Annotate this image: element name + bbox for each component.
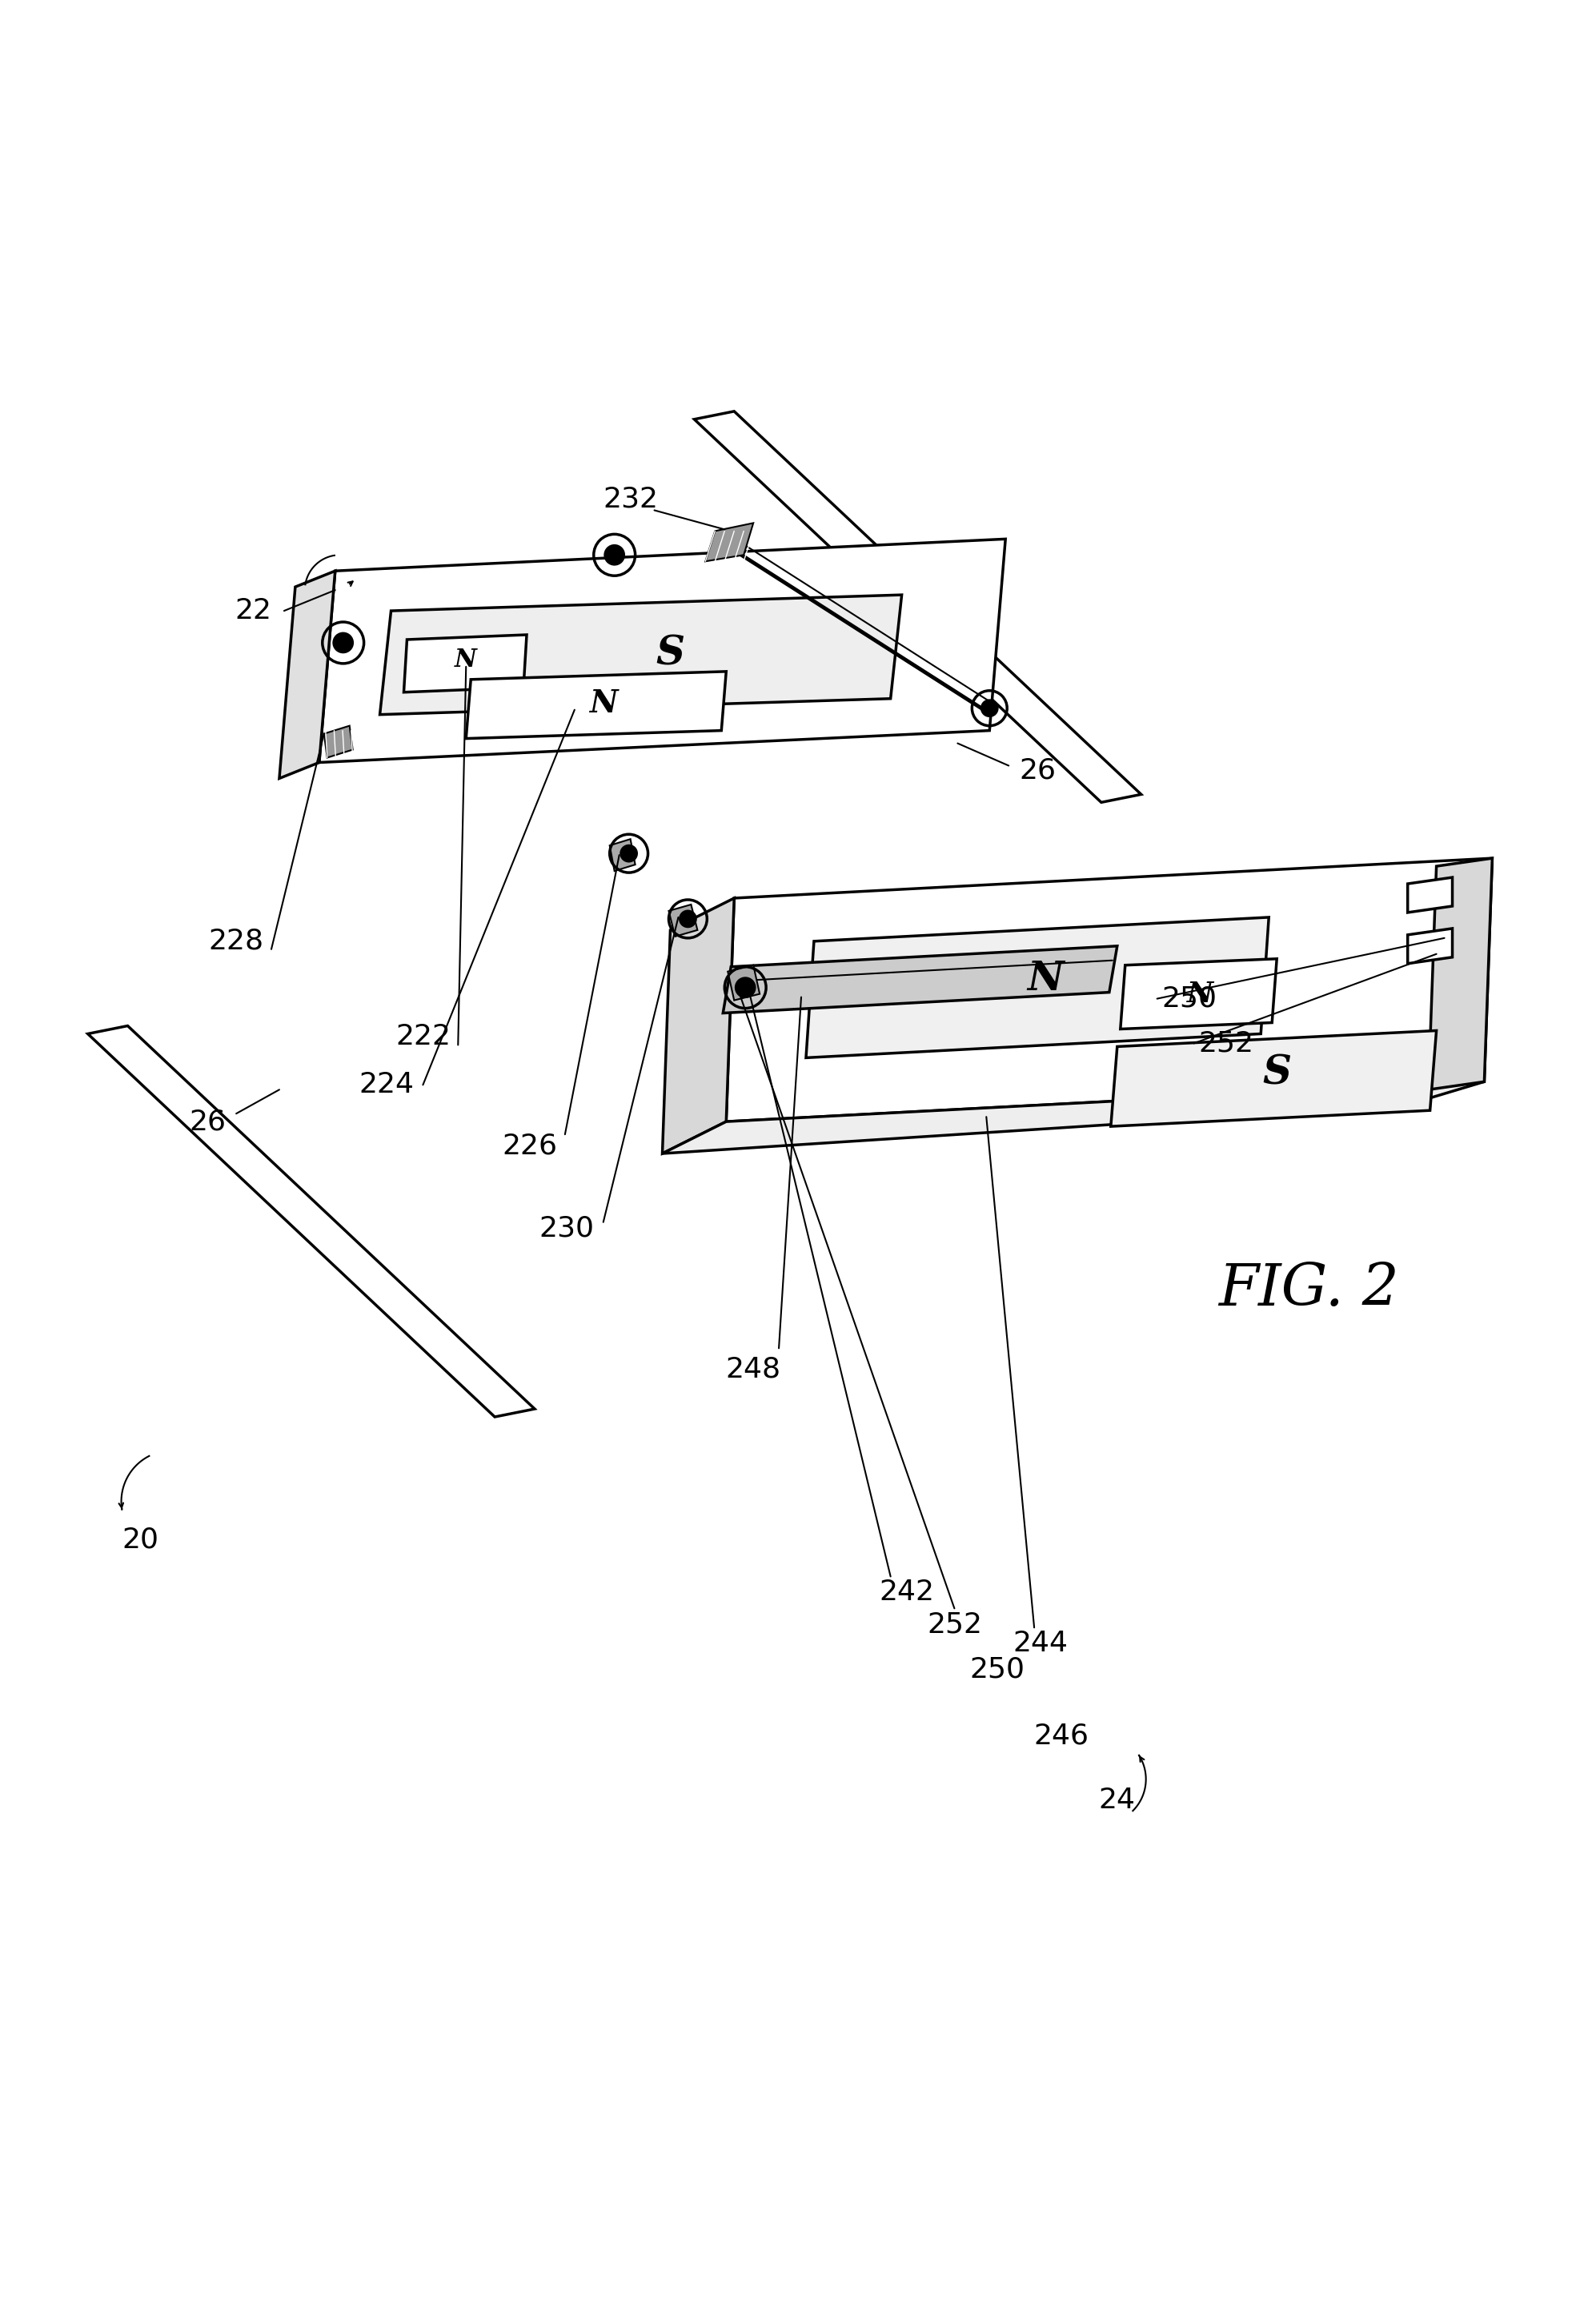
Circle shape — [621, 846, 637, 862]
Polygon shape — [88, 1027, 535, 1417]
Text: 242: 242 — [879, 1580, 934, 1605]
Text: N: N — [1028, 959, 1063, 999]
Text: S: S — [656, 634, 685, 674]
Polygon shape — [1428, 857, 1492, 1089]
Text: 244: 244 — [1013, 1631, 1068, 1656]
Text: FIG. 2: FIG. 2 — [1218, 1261, 1400, 1317]
Circle shape — [680, 911, 696, 927]
Text: 22: 22 — [235, 597, 271, 625]
Text: 232: 232 — [603, 486, 658, 513]
Text: 226: 226 — [503, 1131, 557, 1159]
Polygon shape — [404, 634, 527, 692]
Polygon shape — [380, 595, 902, 715]
Polygon shape — [279, 571, 335, 778]
Polygon shape — [705, 523, 753, 562]
Text: 230: 230 — [539, 1215, 594, 1243]
Text: 222: 222 — [396, 1024, 450, 1050]
Polygon shape — [662, 1083, 1484, 1155]
Text: 228: 228 — [209, 927, 263, 955]
Text: 24: 24 — [1098, 1786, 1136, 1814]
Text: 26: 26 — [188, 1108, 227, 1136]
Polygon shape — [319, 539, 1005, 762]
Text: N: N — [589, 688, 618, 718]
Text: 250: 250 — [1162, 985, 1216, 1013]
Polygon shape — [1111, 1031, 1436, 1127]
Text: S: S — [1262, 1055, 1291, 1094]
Polygon shape — [726, 857, 1492, 1122]
Circle shape — [982, 699, 997, 715]
Text: 252: 252 — [927, 1610, 982, 1638]
Polygon shape — [466, 671, 726, 739]
Polygon shape — [662, 899, 734, 1155]
Text: N: N — [455, 648, 477, 674]
Text: N: N — [1187, 980, 1213, 1008]
Polygon shape — [806, 918, 1269, 1057]
Circle shape — [736, 978, 755, 997]
Text: 248: 248 — [726, 1354, 780, 1382]
Polygon shape — [324, 725, 353, 757]
Polygon shape — [728, 964, 760, 1001]
Polygon shape — [610, 839, 635, 871]
Polygon shape — [723, 945, 1117, 1013]
Circle shape — [334, 634, 353, 653]
Text: 224: 224 — [359, 1071, 413, 1099]
Polygon shape — [1408, 929, 1452, 964]
Text: 252: 252 — [1199, 1029, 1253, 1057]
Circle shape — [605, 546, 624, 564]
Text: 26: 26 — [1018, 757, 1057, 785]
Text: 20: 20 — [121, 1526, 160, 1554]
Polygon shape — [1120, 959, 1277, 1029]
Polygon shape — [694, 411, 1141, 801]
Polygon shape — [669, 904, 697, 936]
Polygon shape — [1408, 878, 1452, 913]
Text: 246: 246 — [1034, 1724, 1088, 1749]
Text: 250: 250 — [970, 1656, 1025, 1682]
